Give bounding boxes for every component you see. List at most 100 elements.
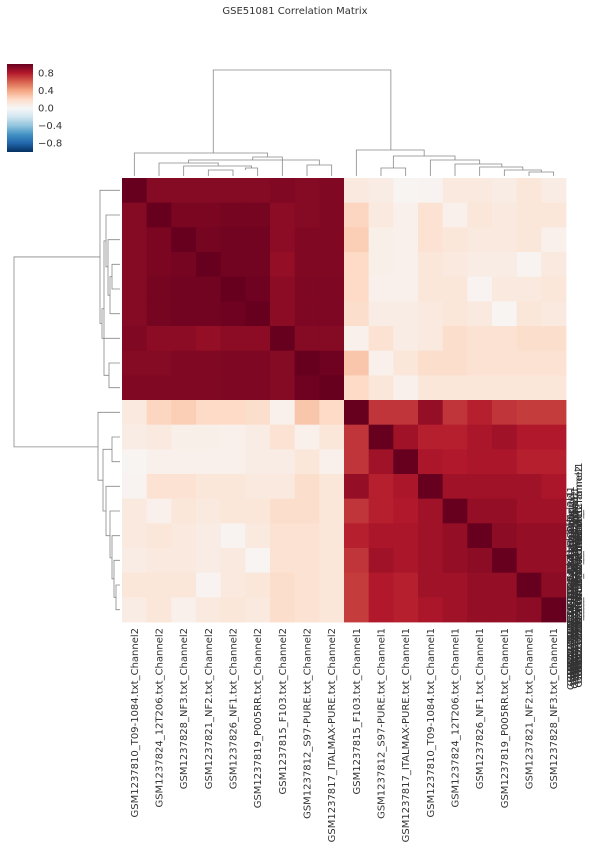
heatmap-cell bbox=[418, 597, 444, 623]
heatmap-cell bbox=[393, 326, 419, 352]
heatmap-cell bbox=[171, 449, 197, 475]
dendrogram-link bbox=[107, 239, 120, 296]
heatmap-cell bbox=[196, 474, 222, 500]
column-label: GSM1237828_NF3.txt_Channel2 bbox=[179, 628, 190, 789]
heatmap-cell bbox=[467, 449, 493, 475]
heatmap-cell bbox=[516, 474, 542, 500]
heatmap-cell bbox=[344, 301, 370, 327]
heatmap-cell bbox=[344, 498, 370, 524]
heatmap-cell bbox=[220, 523, 246, 549]
row-label: GSM1237824_12T206.txt_Channel2 bbox=[570, 509, 581, 689]
heatmap-cell bbox=[393, 375, 419, 401]
heatmap-cell bbox=[516, 375, 542, 401]
heatmap-cell bbox=[171, 424, 197, 450]
heatmap-cell bbox=[146, 597, 172, 623]
heatmap-cell bbox=[171, 326, 197, 352]
heatmap-cell bbox=[541, 326, 567, 352]
heatmap-cell bbox=[245, 597, 271, 623]
heatmap-cell bbox=[492, 548, 518, 574]
dendrogram-link bbox=[212, 69, 392, 153]
heatmap-cell bbox=[270, 227, 296, 253]
heatmap-cell bbox=[146, 178, 172, 204]
row-label: GSM1237821_NF2.txt_Channel1 bbox=[570, 510, 581, 671]
column-label: GSM1237819_P005RR.txt_Channel1 bbox=[500, 628, 511, 808]
heatmap-cell bbox=[294, 400, 320, 426]
heatmap-cell bbox=[294, 375, 320, 401]
heatmap-cell bbox=[344, 597, 370, 623]
heatmap-cell bbox=[467, 424, 493, 450]
heatmap-cell bbox=[196, 449, 222, 475]
row-label: GSM1237828_NF3.txt_Channel1 bbox=[574, 508, 585, 669]
row-dendrogram bbox=[13, 189, 120, 611]
heatmap-cell bbox=[467, 350, 493, 376]
heatmap-cell bbox=[418, 202, 444, 228]
dendrogram-link bbox=[133, 152, 268, 176]
heatmap-cell bbox=[196, 523, 222, 549]
heatmap-cell bbox=[171, 523, 197, 549]
heatmap-cell bbox=[146, 202, 172, 228]
heatmap-cell bbox=[492, 178, 518, 204]
heatmap-cell bbox=[319, 449, 345, 475]
heatmap-cell bbox=[319, 276, 345, 302]
heatmap-cell bbox=[196, 202, 222, 228]
heatmap-cell bbox=[467, 498, 493, 524]
heatmap-cell bbox=[541, 252, 567, 278]
heatmap-cell bbox=[492, 572, 518, 598]
heatmap-cell bbox=[196, 227, 222, 253]
column-label: GSM1237815_F103.txt_Channel1 bbox=[352, 628, 363, 794]
heatmap-cell bbox=[220, 326, 246, 352]
heatmap-cell bbox=[516, 424, 542, 450]
heatmap-cell bbox=[418, 498, 444, 524]
heatmap-cell bbox=[146, 350, 172, 376]
row-label: GSM1237817_ITALMAX-PURE.txt_Channel1 bbox=[574, 462, 585, 676]
heatmap-cell bbox=[368, 350, 394, 376]
chart-title: GSE51081 Correlation Matrix bbox=[222, 6, 367, 17]
heatmap-cell bbox=[270, 523, 296, 549]
heatmap-cell bbox=[442, 523, 468, 549]
dendrogram-link bbox=[503, 169, 542, 176]
heatmap-cell bbox=[319, 350, 345, 376]
heatmap-cell bbox=[393, 474, 419, 500]
heatmap-cell bbox=[196, 424, 222, 450]
column-label: GSM1237826_NF1.txt_Channel1 bbox=[475, 628, 486, 789]
heatmap-cell bbox=[442, 252, 468, 278]
dendrogram-link bbox=[454, 163, 503, 176]
heatmap-cell bbox=[220, 548, 246, 574]
heatmap-cell bbox=[245, 375, 271, 401]
heatmap-cell bbox=[492, 449, 518, 475]
heatmap-cell bbox=[294, 572, 320, 598]
heatmap-cell bbox=[146, 227, 172, 253]
heatmap-cell bbox=[467, 523, 493, 549]
heatmap-cell bbox=[467, 474, 493, 500]
heatmap-cell bbox=[344, 449, 370, 475]
heatmap-cells bbox=[122, 178, 567, 623]
heatmap-cell bbox=[270, 474, 296, 500]
heatmap-cell bbox=[220, 202, 246, 228]
heatmap-cell bbox=[393, 498, 419, 524]
heatmap-cell bbox=[492, 276, 518, 302]
column-label: GSM1237817_ITALMAX-PURE.txt_Channel2 bbox=[327, 628, 338, 842]
heatmap-cell bbox=[344, 202, 370, 228]
heatmap-cell bbox=[171, 548, 197, 574]
heatmap-cell bbox=[146, 572, 172, 598]
dendrogram-link bbox=[111, 436, 120, 463]
heatmap-cell bbox=[541, 548, 567, 574]
heatmap-cell bbox=[344, 424, 370, 450]
dendrogram-link bbox=[109, 276, 120, 315]
heatmap-cell bbox=[122, 301, 148, 327]
heatmap-cell bbox=[492, 375, 518, 401]
heatmap-cell bbox=[418, 326, 444, 352]
heatmap-cell bbox=[418, 252, 444, 278]
dendrogram-link bbox=[306, 164, 333, 176]
heatmap-cell bbox=[418, 474, 444, 500]
heatmap-cell bbox=[344, 326, 370, 352]
column-label: GSM1237821_NF2.txt_Channel1 bbox=[525, 628, 536, 789]
heatmap-cell bbox=[245, 202, 271, 228]
heatmap-cell bbox=[368, 597, 394, 623]
heatmap-cell bbox=[122, 178, 148, 204]
heatmap-cell bbox=[492, 350, 518, 376]
heatmap-cell bbox=[270, 498, 296, 524]
heatmap-cell bbox=[492, 597, 518, 623]
heatmap-cell bbox=[270, 424, 296, 450]
heatmap-cell bbox=[294, 326, 320, 352]
